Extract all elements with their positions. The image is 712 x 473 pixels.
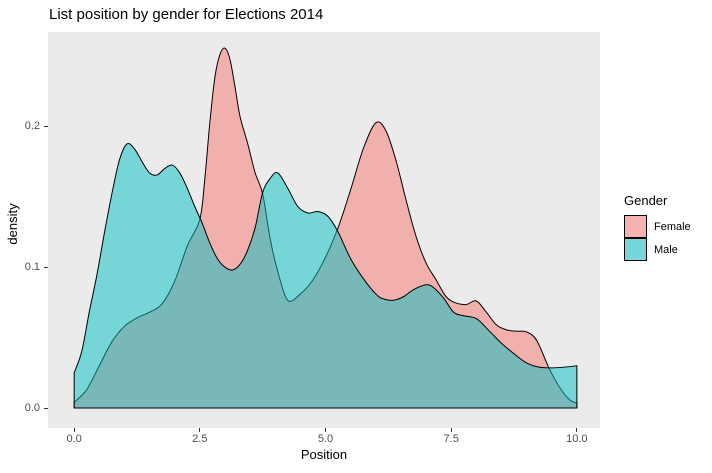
x-tick-label: 2.5	[192, 433, 208, 445]
legend-label-male: Male	[654, 243, 678, 256]
legend-swatch-male	[624, 238, 647, 261]
y-axis-title: density	[5, 203, 20, 245]
x-tick-mark	[199, 428, 201, 432]
x-axis-title: Position	[300, 447, 348, 462]
y-tick-mark	[44, 125, 48, 127]
legend-item-female: Female	[624, 215, 691, 238]
plot-panel	[48, 32, 600, 428]
y-tick-mark	[44, 266, 48, 268]
density-area-male	[73, 143, 578, 409]
y-tick-mark	[44, 407, 48, 409]
x-tick-label: 5.0	[317, 433, 334, 445]
x-tick-label: 0.0	[66, 433, 82, 445]
y-tick-label: 0.2	[24, 119, 40, 132]
legend-swatch-female	[624, 215, 647, 238]
legend-label-female: Female	[654, 220, 691, 233]
x-tick-mark	[73, 428, 75, 432]
legend-title: Gender	[624, 193, 668, 208]
x-tick-mark	[450, 428, 452, 432]
x-tick-label: 7.5	[443, 433, 459, 445]
y-tick-label: 0.1	[24, 260, 40, 273]
chart-title: List position by gender for Elections 20…	[49, 6, 324, 23]
legend-item-male: Male	[624, 238, 691, 261]
density-plot-svg	[73, 47, 578, 409]
x-tick-mark	[576, 428, 578, 432]
legend: Gender Female Male	[624, 193, 691, 261]
x-tick-label: 10.0	[566, 433, 588, 445]
x-tick-mark	[325, 428, 326, 432]
y-tick-label: 0.0	[24, 401, 40, 414]
